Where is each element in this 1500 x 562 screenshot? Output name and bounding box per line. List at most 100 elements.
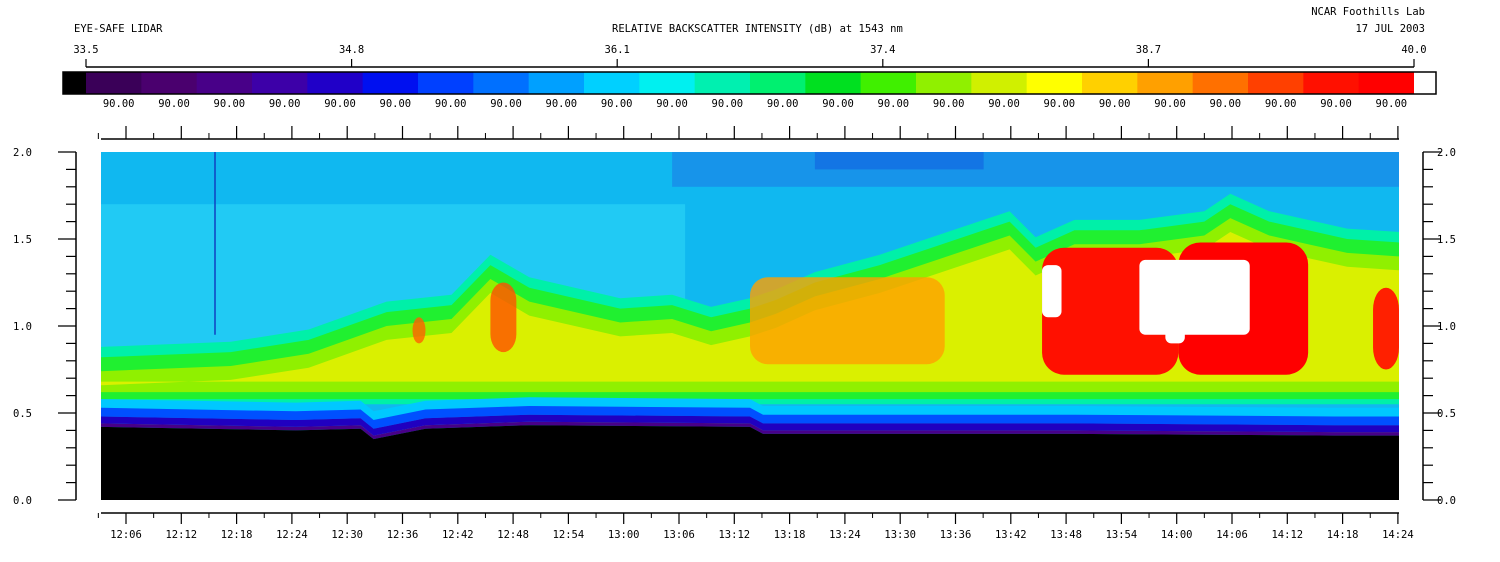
upper-blue-band [672,152,1399,187]
moderate-intensity-region [490,282,517,353]
colorbar-swatch-label: 90.00 [933,98,965,110]
x-tick-label: 13:48 [1050,529,1082,541]
x-tick-label: 14:00 [1161,529,1193,541]
colorbar-tick-label: 40.0 [1401,44,1426,56]
colorbar-swatch [1358,72,1415,94]
colorbar-swatch-label: 90.00 [490,98,522,110]
colorbar-swatch [1137,72,1194,94]
x-tick-label: 12:36 [387,529,419,541]
colorbar-swatch-label: 90.00 [767,98,799,110]
x-tick-label: 12:06 [110,529,142,541]
colorbar-swatch [141,72,198,94]
colorbar-swatch-label: 90.00 [1265,98,1297,110]
colorbar-swatch [252,72,308,94]
colorbar-swatch-label: 90.00 [214,98,246,110]
colorbar-tick-label: 38.7 [1136,44,1161,56]
colorbar-swatch-label: 90.00 [546,98,578,110]
colorbar-swatch [694,72,751,94]
colorbar: 33.5 34.8 36.1 37.4 38.7 40.0 90.00 90.00 90.00 9… [62,44,1437,110]
x-tick-label: 12:18 [221,529,253,541]
colorbar-swatch-label: 90.00 [878,98,910,110]
x-tick-label: 12:42 [442,529,474,541]
colorbar-swatch-label: 90.00 [435,98,467,110]
x-tick-label: 13:12 [718,529,750,541]
colorbar-swatch [860,72,917,94]
near-surface-cyan-band [101,397,1399,420]
colorbar-frame [62,71,1437,95]
max-intensity-region [1373,287,1399,370]
colorbar-swatch-label: 90.00 [656,98,688,110]
x-tick-label: 13:24 [829,529,861,541]
colorbar-tick-label: 36.1 [605,44,630,56]
x-tick-label: 14:12 [1271,529,1303,541]
left-y-tick-label: 2.0 [13,147,32,159]
colorbar-swatch-label: 90.00 [1154,98,1186,110]
x-tick-label: 12:48 [497,529,529,541]
moderate-intensity-region [412,317,426,344]
x-tick-label: 14:06 [1216,529,1248,541]
colorbar-swatch [916,72,972,94]
lab-name: NCAR Foothills Lab [1311,6,1425,18]
colorbar-swatch [362,72,419,94]
colorbar-swatch [307,72,364,94]
x-tick-label: 13:42 [995,529,1027,541]
date-label: 17 JUL 2003 [1355,23,1425,35]
x-tick-label: 13:18 [774,529,806,541]
x-tick-label: 14:18 [1327,529,1359,541]
instrument-label: EYE-SAFE LIDAR [74,23,163,35]
near-surface-indigo-band [101,414,1399,436]
left-y-tick-label: 0.0 [13,495,32,507]
colorbar-swatch [473,72,530,94]
colorbar-swatch [1026,72,1083,94]
saturated-region [1139,259,1250,335]
upper-dark-blue-band [814,152,984,170]
moderate-intensity-region [750,277,945,365]
colorbar-swatch [750,72,806,94]
colorbar-below-min-swatch [63,72,86,94]
colorbar-swatch [1248,72,1304,94]
colorbar-swatch [584,72,640,94]
left-y-tick-label: 1.5 [13,234,32,246]
colorbar-swatch-label: 90.00 [1099,98,1131,110]
colorbar-swatch-label: 90.00 [380,98,412,110]
near-surface-blue-band [101,406,1399,429]
x-tick-label: 13:30 [884,529,916,541]
colorbar-swatch-label: 90.00 [269,98,301,110]
right-y-tick-label: 1.5 [1437,234,1456,246]
colorbar-swatch [1192,72,1249,94]
colorbar-tick-label: 37.4 [870,44,895,56]
x-tick-label: 12:54 [553,529,585,541]
colorbar-swatch [1082,72,1138,94]
colorbar-swatch-label: 90.00 [324,98,356,110]
left-y-tick-label: 1.0 [13,321,32,333]
chart-title: RELATIVE BACKSCATTER INTENSITY (dB) at 1… [612,23,903,35]
x-tick-label: 12:30 [331,529,363,541]
colorbar-swatch-label: 90.00 [988,98,1020,110]
colorbar-swatch-label: 90.00 [1376,98,1408,110]
saturated-region [1042,265,1062,318]
colorbar-swatch [639,72,696,94]
x-tick-label: 12:12 [165,529,197,541]
colorbar-swatch-label: 90.00 [1210,98,1242,110]
right-y-tick-label: 2.0 [1437,147,1456,159]
colorbar-swatch [196,72,253,94]
saturated-region [1165,326,1185,344]
colorbar-tick-label: 33.5 [73,44,98,56]
x-tick-label: 13:00 [608,529,640,541]
colorbar-swatch-label: 90.00 [1044,98,1076,110]
x-tick-label: 12:24 [276,529,308,541]
heatmap [101,152,1399,500]
colorbar-swatch-label: 90.00 [103,98,135,110]
left-y-tick-label: 0.5 [13,408,32,420]
x-tick-label: 13:54 [1106,529,1138,541]
colorbar-swatch-label: 90.00 [601,98,633,110]
colorbar-swatch-label: 90.00 [158,98,190,110]
colorbar-swatch [86,72,142,94]
right-y-tick-label: 0.0 [1437,495,1456,507]
colorbar-swatch-label: 90.00 [712,98,744,110]
near-surface-purple-band [101,421,1399,440]
colorbar-swatch [805,72,862,94]
x-tick-label: 13:36 [940,529,972,541]
right-y-tick-label: 0.5 [1437,408,1456,420]
